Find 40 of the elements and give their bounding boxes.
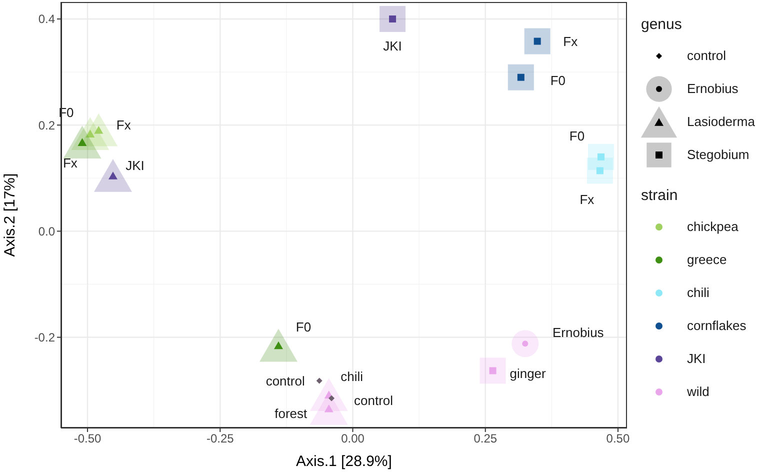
point: [328, 395, 335, 402]
y-tick-label: 0.4: [38, 12, 56, 26]
data-label: Ernobius: [552, 325, 604, 340]
x-tick-label: 0.50: [606, 432, 630, 446]
legend-label: wild: [687, 384, 710, 399]
data-label: Fx: [62, 156, 78, 171]
data-label: Fx: [563, 34, 578, 49]
data-label: Fx: [116, 117, 132, 132]
y-tick-label: 0.2: [38, 118, 56, 132]
data-label: forest: [274, 406, 308, 421]
text: Lasioderma: [687, 114, 755, 129]
data-label: control: [354, 392, 394, 408]
data-label: chili: [340, 369, 364, 384]
text: genus: [641, 16, 683, 33]
text: Ernobius: [687, 81, 738, 96]
point: [316, 378, 322, 384]
legend-label: cornflakes: [687, 318, 746, 333]
data-label: F0: [569, 128, 585, 144]
legend-label: greece: [687, 252, 727, 267]
x-tick-label: 0.25: [474, 432, 498, 446]
data-label: JKI: [383, 38, 402, 54]
y-axis-title: Axis.2 [17%]: [1, 173, 18, 257]
text: control: [687, 48, 726, 63]
legend-label: chili: [687, 285, 710, 300]
y-tick-label: 0.0: [38, 224, 56, 238]
legend-title: strain: [641, 187, 679, 204]
x-tick-label: -0.50: [74, 432, 102, 446]
x-tick-label: -0.25: [206, 432, 234, 446]
legend-label: JKI: [687, 351, 706, 366]
data-label: control: [266, 373, 305, 388]
data-label: F0: [550, 72, 566, 88]
data-label: ginger: [510, 366, 547, 382]
data-label: JKI: [126, 158, 144, 173]
legend-label: chickpea: [687, 219, 738, 234]
text: Stegobium: [687, 147, 750, 162]
x-tick-label: 0.00: [341, 432, 365, 446]
data-label: Fx: [580, 192, 595, 208]
y-tick-label: -0.2: [34, 330, 56, 345]
x-axis-title: Axis.1 [28.9%]: [296, 453, 392, 470]
data-label: F0: [296, 320, 312, 335]
